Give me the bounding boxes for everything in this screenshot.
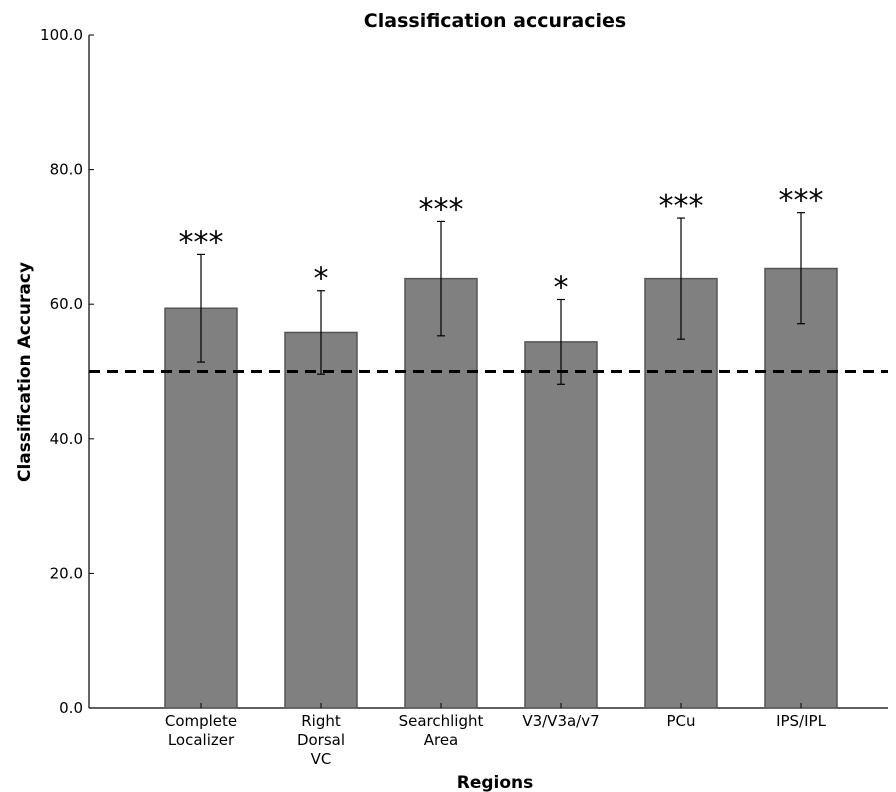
y-tick-label: 20.0 [50,564,83,582]
x-tick-label: IPS/IPL [776,712,827,730]
bar [644,277,718,709]
y-tick-label: 40.0 [50,430,83,448]
chart-title: Classification accuracies [364,10,626,32]
significance-marker: * [314,262,329,297]
bar [404,277,478,709]
bar [164,307,238,709]
y-axis-label: Classification Accuracy [15,262,35,482]
y-tick-label: 100.0 [40,26,83,44]
x-tick-label: Searchlight Area [399,712,484,749]
bar [284,331,358,709]
y-tick-label: 0.0 [59,699,83,717]
y-tick-label: 80.0 [50,161,83,179]
x-axis-label: Regions [457,773,534,792]
bar [764,267,838,709]
significance-marker: * [554,270,569,305]
x-tick-label: PCu [666,712,695,730]
x-tick-label: Right Dorsal VC [297,712,345,768]
plot-area: 0.0 20.0 40.0 60.0 80.0 100.0 *** Complete Local… [40,26,888,768]
x-tick-label: Complete Localizer [165,712,237,749]
y-tick-label: 60.0 [50,295,83,313]
significance-marker: *** [779,184,824,219]
bar [524,341,598,709]
significance-marker: *** [659,189,704,224]
significance-marker: *** [419,192,464,227]
significance-marker: *** [179,225,224,260]
x-tick-label: V3/V3a/v7 [522,712,599,730]
